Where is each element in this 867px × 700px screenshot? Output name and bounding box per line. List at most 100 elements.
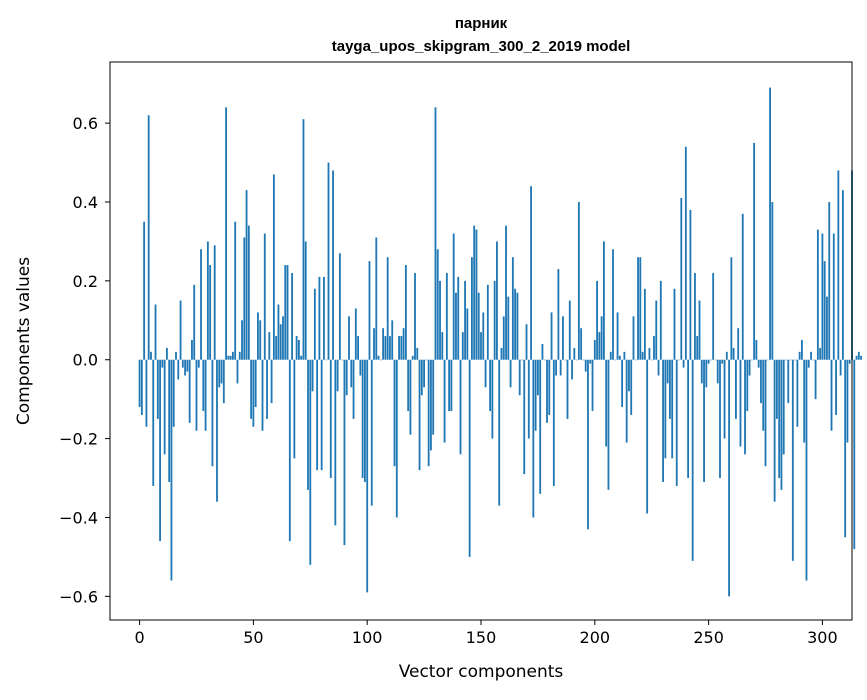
bar-69 <box>295 336 298 360</box>
chart-subtitle: tayga_upos_skipgram_300_2_2019 model <box>332 38 631 55</box>
bar-68 <box>293 359 296 459</box>
bar-93 <box>350 359 353 388</box>
bar-273 <box>760 359 762 404</box>
x-axis-label: Vector components <box>399 662 564 682</box>
bar-263 <box>737 328 740 360</box>
bar-257 <box>723 359 726 439</box>
bar-101 <box>368 261 371 360</box>
x-tick-label: 200 <box>580 628 611 647</box>
bar-253 <box>714 359 717 361</box>
bar-85 <box>332 170 334 360</box>
bar-144 <box>466 308 469 360</box>
bar-18 <box>179 300 182 360</box>
bar-258 <box>725 351 728 360</box>
bar-223 <box>646 359 649 514</box>
bar-309 <box>841 190 844 360</box>
bar-272 <box>757 359 760 368</box>
bar-151 <box>482 312 485 360</box>
x-tick-label: 250 <box>693 628 724 647</box>
bar-173 <box>532 359 535 518</box>
bar-202 <box>598 332 601 360</box>
x-tick-label: 150 <box>466 628 497 647</box>
bar-49 <box>250 359 253 419</box>
bar-165 <box>514 288 517 360</box>
bar-100 <box>366 359 369 593</box>
bar-146 <box>470 257 473 360</box>
bar-179 <box>546 359 548 423</box>
bar-13 <box>168 359 171 482</box>
bar-23 <box>191 340 193 360</box>
bar-212 <box>621 359 624 408</box>
bar-162 <box>507 296 510 360</box>
bar-82 <box>325 359 328 361</box>
bar-203 <box>600 316 603 360</box>
bar-155 <box>491 359 494 439</box>
x-tick-label: 300 <box>807 628 838 647</box>
bar-140 <box>457 276 460 360</box>
bar-6 <box>152 359 155 486</box>
bar-137 <box>450 359 453 411</box>
y-tick-label: 0.4 <box>73 193 98 212</box>
bar-136 <box>448 359 451 411</box>
bar-274 <box>762 359 765 431</box>
bar-38 <box>225 107 227 360</box>
bar-135 <box>445 272 448 360</box>
bar-56 <box>266 359 268 419</box>
bar-198 <box>589 359 592 364</box>
bar-163 <box>509 359 512 388</box>
y-tick-label: 0.2 <box>73 272 98 291</box>
bar-80 <box>320 359 323 471</box>
bar-10 <box>161 359 164 368</box>
bar-222 <box>643 288 646 360</box>
bar-129 <box>432 359 435 435</box>
bar-284 <box>785 359 787 361</box>
bar-183 <box>555 359 558 376</box>
bar-243 <box>691 359 694 561</box>
bar-213 <box>623 351 626 360</box>
bar-164 <box>511 257 514 360</box>
bar-107 <box>382 328 385 360</box>
bar-220 <box>639 257 642 360</box>
bar-176 <box>539 359 542 494</box>
bar-72 <box>302 119 305 360</box>
bar-127 <box>427 359 430 467</box>
bar-36 <box>220 359 223 384</box>
bar-241 <box>687 359 690 479</box>
bar-287 <box>791 359 794 561</box>
bar-90 <box>343 359 346 546</box>
bar-207 <box>609 351 612 360</box>
bar-221 <box>641 351 644 360</box>
y-axis: −0.6 −0.4 −0.2 0.0 0.2 0.4 0.6 <box>59 114 110 606</box>
bar-218 <box>634 359 637 361</box>
bar-206 <box>607 359 610 490</box>
bar-178 <box>543 359 546 361</box>
bar-316 <box>857 351 860 360</box>
bar-132 <box>439 280 441 360</box>
bar-11 <box>163 359 166 455</box>
bar-170 <box>525 324 528 360</box>
bar-65 <box>286 265 289 360</box>
bar-217 <box>632 316 635 360</box>
bar-196 <box>584 359 587 372</box>
bar-73 <box>304 241 307 360</box>
bar-216 <box>630 359 633 415</box>
bar-78 <box>316 359 319 471</box>
bar-282 <box>780 359 783 490</box>
bar-1 <box>140 359 143 415</box>
bar-148 <box>475 229 478 360</box>
bar-118 <box>407 359 410 411</box>
bar-281 <box>778 359 781 479</box>
bar-28 <box>202 359 205 411</box>
bar-240 <box>684 146 687 360</box>
bar-55 <box>263 233 266 360</box>
bar-70 <box>298 340 300 360</box>
bar-145 <box>468 359 471 557</box>
bar-271 <box>755 340 758 360</box>
bar-24 <box>193 284 196 360</box>
bar-77 <box>313 288 316 360</box>
bar-228 <box>657 359 660 376</box>
bar-43 <box>236 359 239 384</box>
bar-20 <box>184 359 187 376</box>
